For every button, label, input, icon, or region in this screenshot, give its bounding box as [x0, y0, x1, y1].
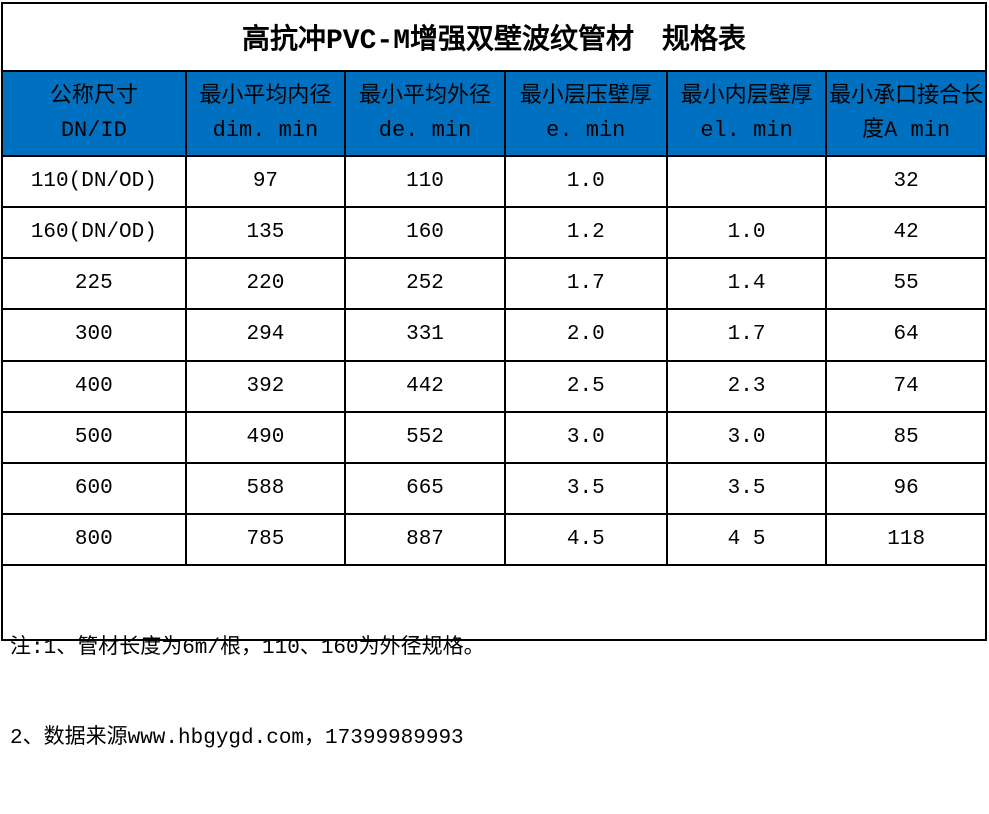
table-cell: 3.0 [665, 412, 826, 462]
table-cell: 442 [344, 361, 504, 411]
table-row: 300 294 331 2.0 1.7 64 [3, 308, 985, 360]
column-header-sublabel: dim. min [212, 117, 319, 143]
table-cell: 118 [825, 514, 985, 564]
column-header-min-layer-wall-thickness: 最小层压壁厚 e. min [503, 72, 666, 155]
column-header-sublabel: de. min [378, 117, 472, 143]
table-cell: 97 [184, 157, 345, 207]
table-row: 400 392 442 2.5 2.3 74 [3, 359, 985, 411]
page-title: 高抗冲PVC-M增强双壁波纹管材 规格表 [3, 4, 985, 70]
table-cell: 300 [74, 323, 113, 347]
table-cell [665, 157, 826, 207]
table-row: 600 588 665 3.5 3.5 96 [3, 461, 985, 513]
table-cell: 392 [184, 361, 345, 411]
footnotes: 注:1、管材长度为6m/根，110、160为外径规格。 2、数据来源www.hb… [3, 564, 985, 750]
table-cell: 1.0 [665, 208, 826, 258]
table-cell: 3.5 [503, 463, 666, 513]
table-cell: 1.7 [503, 259, 666, 309]
table-row: 225 220 252 1.7 1.4 55 [3, 257, 985, 309]
table-cell: 3.5 [665, 463, 826, 513]
table-cell: 252 [344, 259, 504, 309]
table-cell: 110 [344, 157, 504, 207]
column-header-sublabel: 度A min [862, 117, 951, 143]
table-cell: 785 [184, 514, 345, 564]
table-cell: 490 [184, 412, 345, 462]
table-row: 500 490 552 3.0 3.0 85 [3, 410, 985, 462]
table-cell: 588 [184, 463, 345, 513]
table-cell: 110(DN/OD) [30, 170, 157, 194]
table-cell: 4.5 [503, 514, 666, 564]
table-cell: 4 5 [665, 514, 826, 564]
footnote-line-1: 注:1、管材长度为6m/根，110、160为外径规格。 [10, 637, 485, 660]
table-cell: 400 [74, 374, 113, 398]
table-cell: 665 [344, 463, 504, 513]
table-cell: 600 [74, 476, 113, 500]
spec-table-sheet: 高抗冲PVC-M增强双壁波纹管材 规格表 公称尺寸 DN/ID 最小平均内径 d… [1, 2, 987, 750]
table-cell: 1.4 [665, 259, 826, 309]
table-cell: 2.5 [503, 361, 666, 411]
footnote-line-2: 2、数据来源www.hbgygd.com，17399989993 [10, 727, 464, 750]
table-row: 110(DN/OD) 97 110 1.0 32 [3, 155, 985, 207]
table-cell: 74 [825, 361, 985, 411]
page-title-text: 高抗冲PVC-M增强双壁波纹管材 规格表 [241, 26, 746, 57]
table-cell: 3.0 [503, 412, 666, 462]
table-cell: 55 [825, 259, 985, 309]
table-cell: 220 [184, 259, 345, 309]
column-header-sublabel: el. min [700, 117, 793, 143]
table-cell: 294 [184, 310, 345, 360]
column-header-min-socket-joint-length: 最小承口接合长 度A min [825, 72, 985, 155]
table-cell: 1.7 [665, 310, 826, 360]
column-header-min-avg-outer-diameter: 最小平均外径 de. min [344, 72, 504, 155]
table-cell: 887 [344, 514, 504, 564]
table-cell: 42 [825, 208, 985, 258]
table-body: 110(DN/OD) 97 110 1.0 32 160(DN/OD) 135 … [3, 155, 985, 564]
table-row: 800 785 887 4.5 4 5 118 [3, 512, 985, 564]
column-header-min-avg-inner-diameter: 最小平均内径 dim. min [184, 72, 345, 155]
table-cell: 1.0 [503, 157, 666, 207]
table-cell: 800 [74, 527, 113, 551]
table-cell: 2.3 [665, 361, 826, 411]
column-header-label: 最小承口接合长 [829, 83, 984, 109]
table-cell: 64 [825, 310, 985, 360]
column-header-label: 最小内层壁厚 [680, 83, 813, 109]
table-row: 160(DN/OD) 135 160 1.2 1.0 42 [3, 206, 985, 258]
table-cell: 225 [74, 272, 113, 296]
table-cell: 331 [344, 310, 504, 360]
column-header-sublabel: DN/ID [60, 117, 127, 143]
table-cell: 500 [74, 425, 113, 449]
column-header-label: 公称尺寸 [49, 83, 138, 109]
table-cell: 2.0 [503, 310, 666, 360]
column-header-sublabel: e. min [546, 117, 626, 143]
table-cell: 552 [344, 412, 504, 462]
table-cell: 135 [184, 208, 345, 258]
table-cell: 1.2 [503, 208, 666, 258]
table-cell: 96 [825, 463, 985, 513]
column-header-label: 最小平均外径 [358, 83, 491, 109]
table-cell: 32 [825, 157, 985, 207]
table-cell: 85 [825, 412, 985, 462]
column-header-label: 最小平均内径 [199, 83, 332, 109]
column-header-label: 最小层压壁厚 [519, 83, 652, 109]
table-cell: 160 [344, 208, 504, 258]
table-cell: 160(DN/OD) [30, 221, 157, 245]
column-header-nominal-size: 公称尺寸 DN/ID [3, 72, 185, 155]
column-header-min-inner-wall-thickness: 最小内层壁厚 el. min [665, 72, 826, 155]
table-header-row: 公称尺寸 DN/ID 最小平均内径 dim. min 最小平均外径 de. mi… [3, 70, 985, 155]
